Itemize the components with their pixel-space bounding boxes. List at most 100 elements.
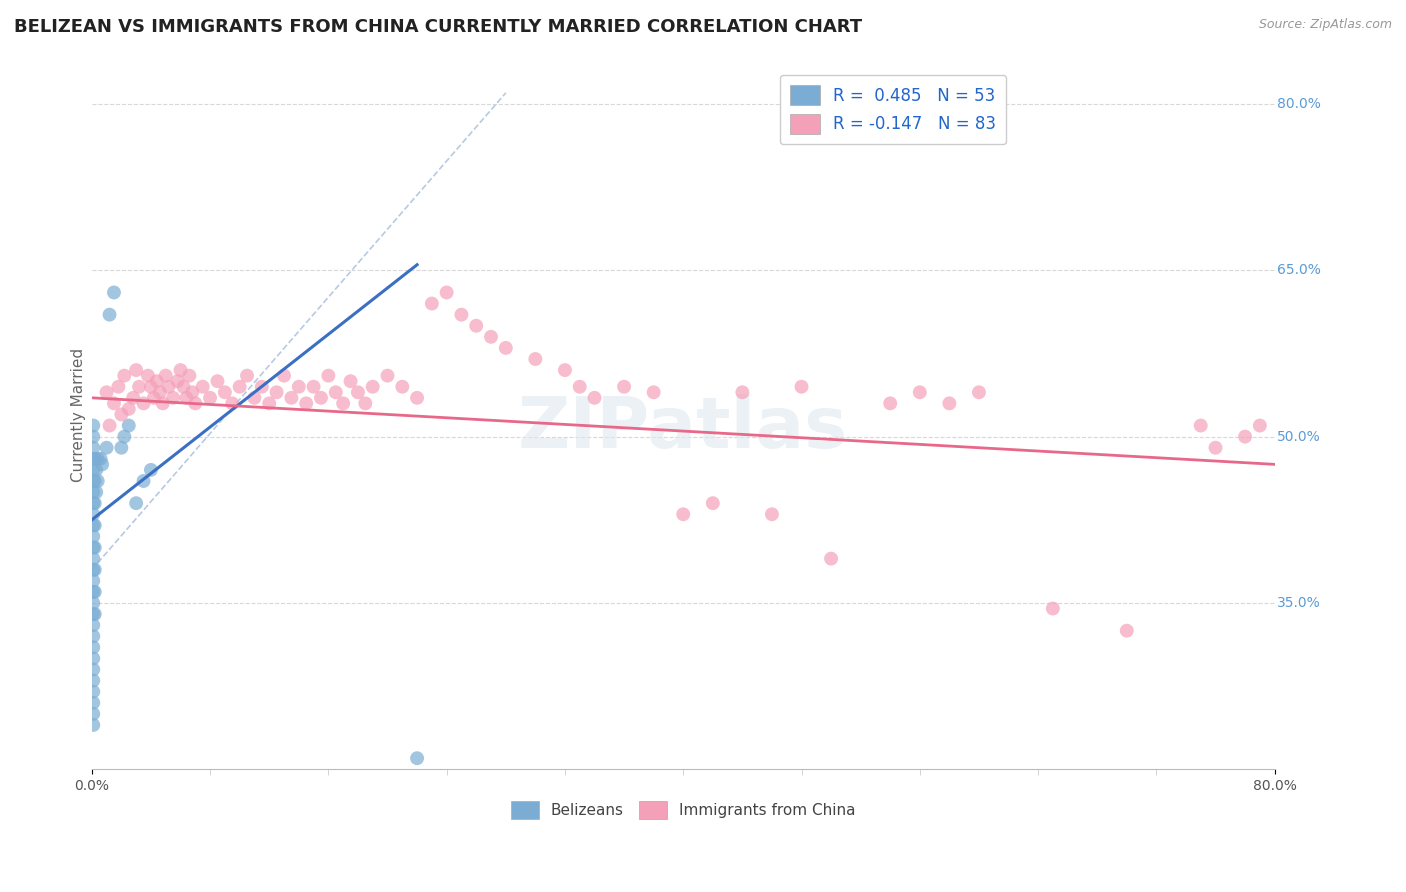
Point xyxy=(110,408,132,422)
Point xyxy=(83,585,105,599)
Point xyxy=(118,418,141,433)
Point xyxy=(82,607,104,621)
Point xyxy=(465,318,488,333)
Point xyxy=(495,341,517,355)
Point xyxy=(82,673,104,688)
Point xyxy=(112,429,135,443)
Point xyxy=(82,496,104,510)
Point xyxy=(391,380,413,394)
Point xyxy=(82,518,104,533)
Point xyxy=(554,363,576,377)
Point xyxy=(82,529,104,543)
Point xyxy=(82,551,104,566)
Point xyxy=(82,485,104,500)
Point xyxy=(450,308,472,322)
Point xyxy=(184,396,207,410)
Point xyxy=(86,451,108,466)
Point xyxy=(84,463,107,477)
Point xyxy=(142,391,165,405)
Point xyxy=(96,441,118,455)
Point xyxy=(257,396,280,410)
Point xyxy=(361,380,384,394)
Point xyxy=(1189,418,1212,433)
Text: 50.0%: 50.0% xyxy=(1277,430,1320,443)
Point xyxy=(149,385,172,400)
Point xyxy=(155,368,177,383)
Point xyxy=(110,441,132,455)
Text: BELIZEAN VS IMMIGRANTS FROM CHINA CURRENTLY MARRIED CORRELATION CHART: BELIZEAN VS IMMIGRANTS FROM CHINA CURREN… xyxy=(14,18,862,36)
Point xyxy=(702,496,724,510)
Point xyxy=(82,474,104,488)
Point xyxy=(967,385,990,400)
Point xyxy=(82,541,104,555)
Point xyxy=(214,385,236,400)
Point xyxy=(157,380,180,394)
Point xyxy=(83,563,105,577)
Point xyxy=(82,684,104,698)
Point xyxy=(181,385,204,400)
Point xyxy=(82,463,104,477)
Point xyxy=(82,718,104,732)
Point xyxy=(288,380,311,394)
Point xyxy=(82,663,104,677)
Point xyxy=(198,391,221,405)
Point xyxy=(82,429,104,443)
Point xyxy=(1234,429,1257,443)
Point xyxy=(82,629,104,643)
Point xyxy=(583,391,606,405)
Point xyxy=(436,285,458,300)
Point xyxy=(82,618,104,632)
Point xyxy=(295,396,318,410)
Text: Source: ZipAtlas.com: Source: ZipAtlas.com xyxy=(1258,18,1392,31)
Point xyxy=(325,385,347,400)
Point xyxy=(136,368,159,383)
Point xyxy=(103,396,125,410)
Point xyxy=(524,351,547,366)
Point xyxy=(132,474,155,488)
Text: 65.0%: 65.0% xyxy=(1277,263,1320,277)
Point xyxy=(169,363,191,377)
Point xyxy=(172,380,194,394)
Point xyxy=(377,368,399,383)
Point xyxy=(90,451,112,466)
Text: 80.0%: 80.0% xyxy=(1277,97,1320,111)
Point xyxy=(273,368,295,383)
Point xyxy=(613,380,636,394)
Point xyxy=(243,391,266,405)
Point xyxy=(122,391,145,405)
Point xyxy=(112,368,135,383)
Point xyxy=(191,380,214,394)
Point xyxy=(125,496,148,510)
Point xyxy=(82,706,104,721)
Point xyxy=(166,374,188,388)
Point xyxy=(406,751,429,765)
Point xyxy=(139,380,162,394)
Point xyxy=(83,451,105,466)
Point xyxy=(162,391,184,405)
Point xyxy=(420,296,443,310)
Point xyxy=(82,508,104,522)
Point xyxy=(152,396,174,410)
Point xyxy=(83,541,105,555)
Point xyxy=(1205,441,1227,455)
Text: 35.0%: 35.0% xyxy=(1277,596,1320,610)
Point xyxy=(280,391,302,405)
Legend: Belizeans, Immigrants from China: Belizeans, Immigrants from China xyxy=(505,795,862,825)
Point xyxy=(250,380,273,394)
Point xyxy=(82,563,104,577)
Point xyxy=(236,368,259,383)
Point xyxy=(790,380,813,394)
Point xyxy=(82,418,104,433)
Point xyxy=(107,380,129,394)
Point xyxy=(228,380,250,394)
Point xyxy=(406,391,429,405)
Point xyxy=(731,385,754,400)
Point xyxy=(82,585,104,599)
Point xyxy=(82,574,104,588)
Point xyxy=(96,385,118,400)
Point xyxy=(761,508,783,522)
Point xyxy=(179,368,201,383)
Point xyxy=(98,418,121,433)
Point xyxy=(347,385,370,400)
Y-axis label: Currently Married: Currently Married xyxy=(72,347,86,482)
